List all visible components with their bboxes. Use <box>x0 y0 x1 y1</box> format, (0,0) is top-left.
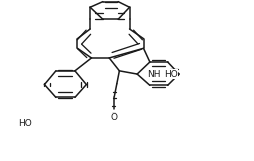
Text: HO: HO <box>164 70 178 79</box>
Text: NH: NH <box>147 70 160 79</box>
Text: HO: HO <box>18 119 32 128</box>
Text: O: O <box>110 113 117 122</box>
